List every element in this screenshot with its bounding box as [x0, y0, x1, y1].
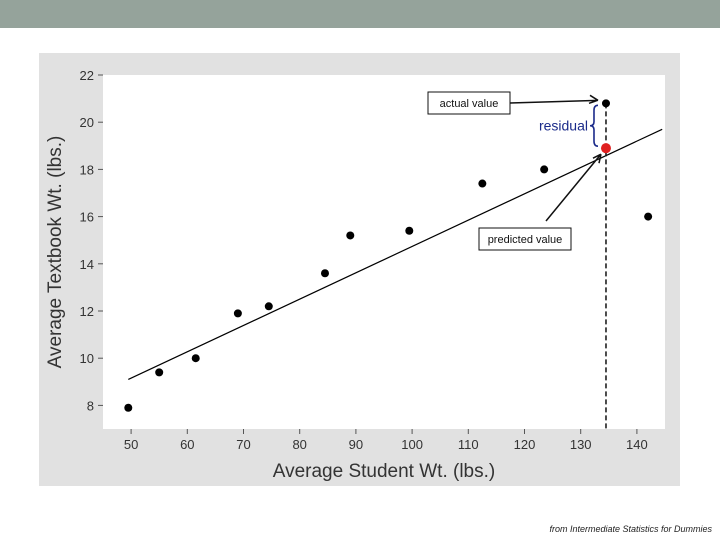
x-axis-title: Average Student Wt. (lbs.): [273, 461, 495, 482]
y-tick-label: 16: [80, 210, 94, 225]
slide-top-bar: [0, 0, 720, 28]
residual-brace: [589, 104, 599, 147]
residual-label: residual: [539, 118, 588, 134]
x-tick-label: 100: [401, 437, 423, 452]
data-point: [601, 99, 610, 108]
plot-area: [103, 75, 665, 429]
data-point: [155, 368, 164, 377]
y-tick-label: 22: [80, 68, 94, 83]
data-point: [264, 302, 273, 311]
regression-line: [128, 128, 663, 380]
y-tick-label: 20: [80, 115, 94, 130]
y-tick-label: 18: [80, 162, 94, 177]
data-point: [405, 226, 414, 235]
data-point: [478, 179, 487, 188]
predicted-value-box: [478, 227, 572, 251]
data-point: [233, 309, 242, 318]
actual-value-arrow: [509, 94, 599, 105]
actual-value-label: actual value: [440, 98, 499, 110]
data-point: [191, 354, 200, 363]
scatter-chart: 8 10 12 14 16 18 20 22 50 60 70 80 90 100 110 120 130 140…: [45, 68, 665, 482]
y-tick-label: 12: [80, 304, 94, 319]
x-tick-label: 60: [180, 437, 194, 452]
source-credit: from Intermediate Statistics for Dummies: [549, 524, 712, 534]
predicted-point: [600, 143, 611, 154]
data-point: [320, 269, 329, 278]
data-point: [346, 231, 355, 240]
y-tick-label: 10: [80, 351, 94, 366]
x-tick-label: 90: [349, 437, 363, 452]
axis-ticks: 8 10 12 14 16 18 20 22 50 60 70 80 90 100 110 120 130 140: [80, 68, 648, 452]
data-point: [540, 165, 549, 174]
y-axis-title: Average Textbook Wt. (lbs.): [45, 136, 66, 369]
x-tick-label: 80: [292, 437, 306, 452]
data-point: [124, 403, 133, 412]
data-point: [644, 212, 653, 221]
predicted-value-arrow: [545, 153, 602, 222]
x-tick-label: 140: [626, 437, 648, 452]
y-tick-label: 14: [80, 257, 94, 272]
y-tick-label: 8: [87, 398, 94, 413]
x-tick-label: 70: [236, 437, 250, 452]
data-points: [124, 99, 653, 412]
x-tick-label: 120: [514, 437, 536, 452]
predicted-value-label: predicted value: [488, 234, 563, 246]
x-tick-label: 130: [570, 437, 592, 452]
x-tick-label: 110: [458, 437, 479, 452]
chart-frame: 8 10 12 14 16 18 20 22 50 60 70 80 90 100 110 120 130 140…: [39, 53, 680, 486]
x-tick-label: 50: [124, 437, 138, 452]
